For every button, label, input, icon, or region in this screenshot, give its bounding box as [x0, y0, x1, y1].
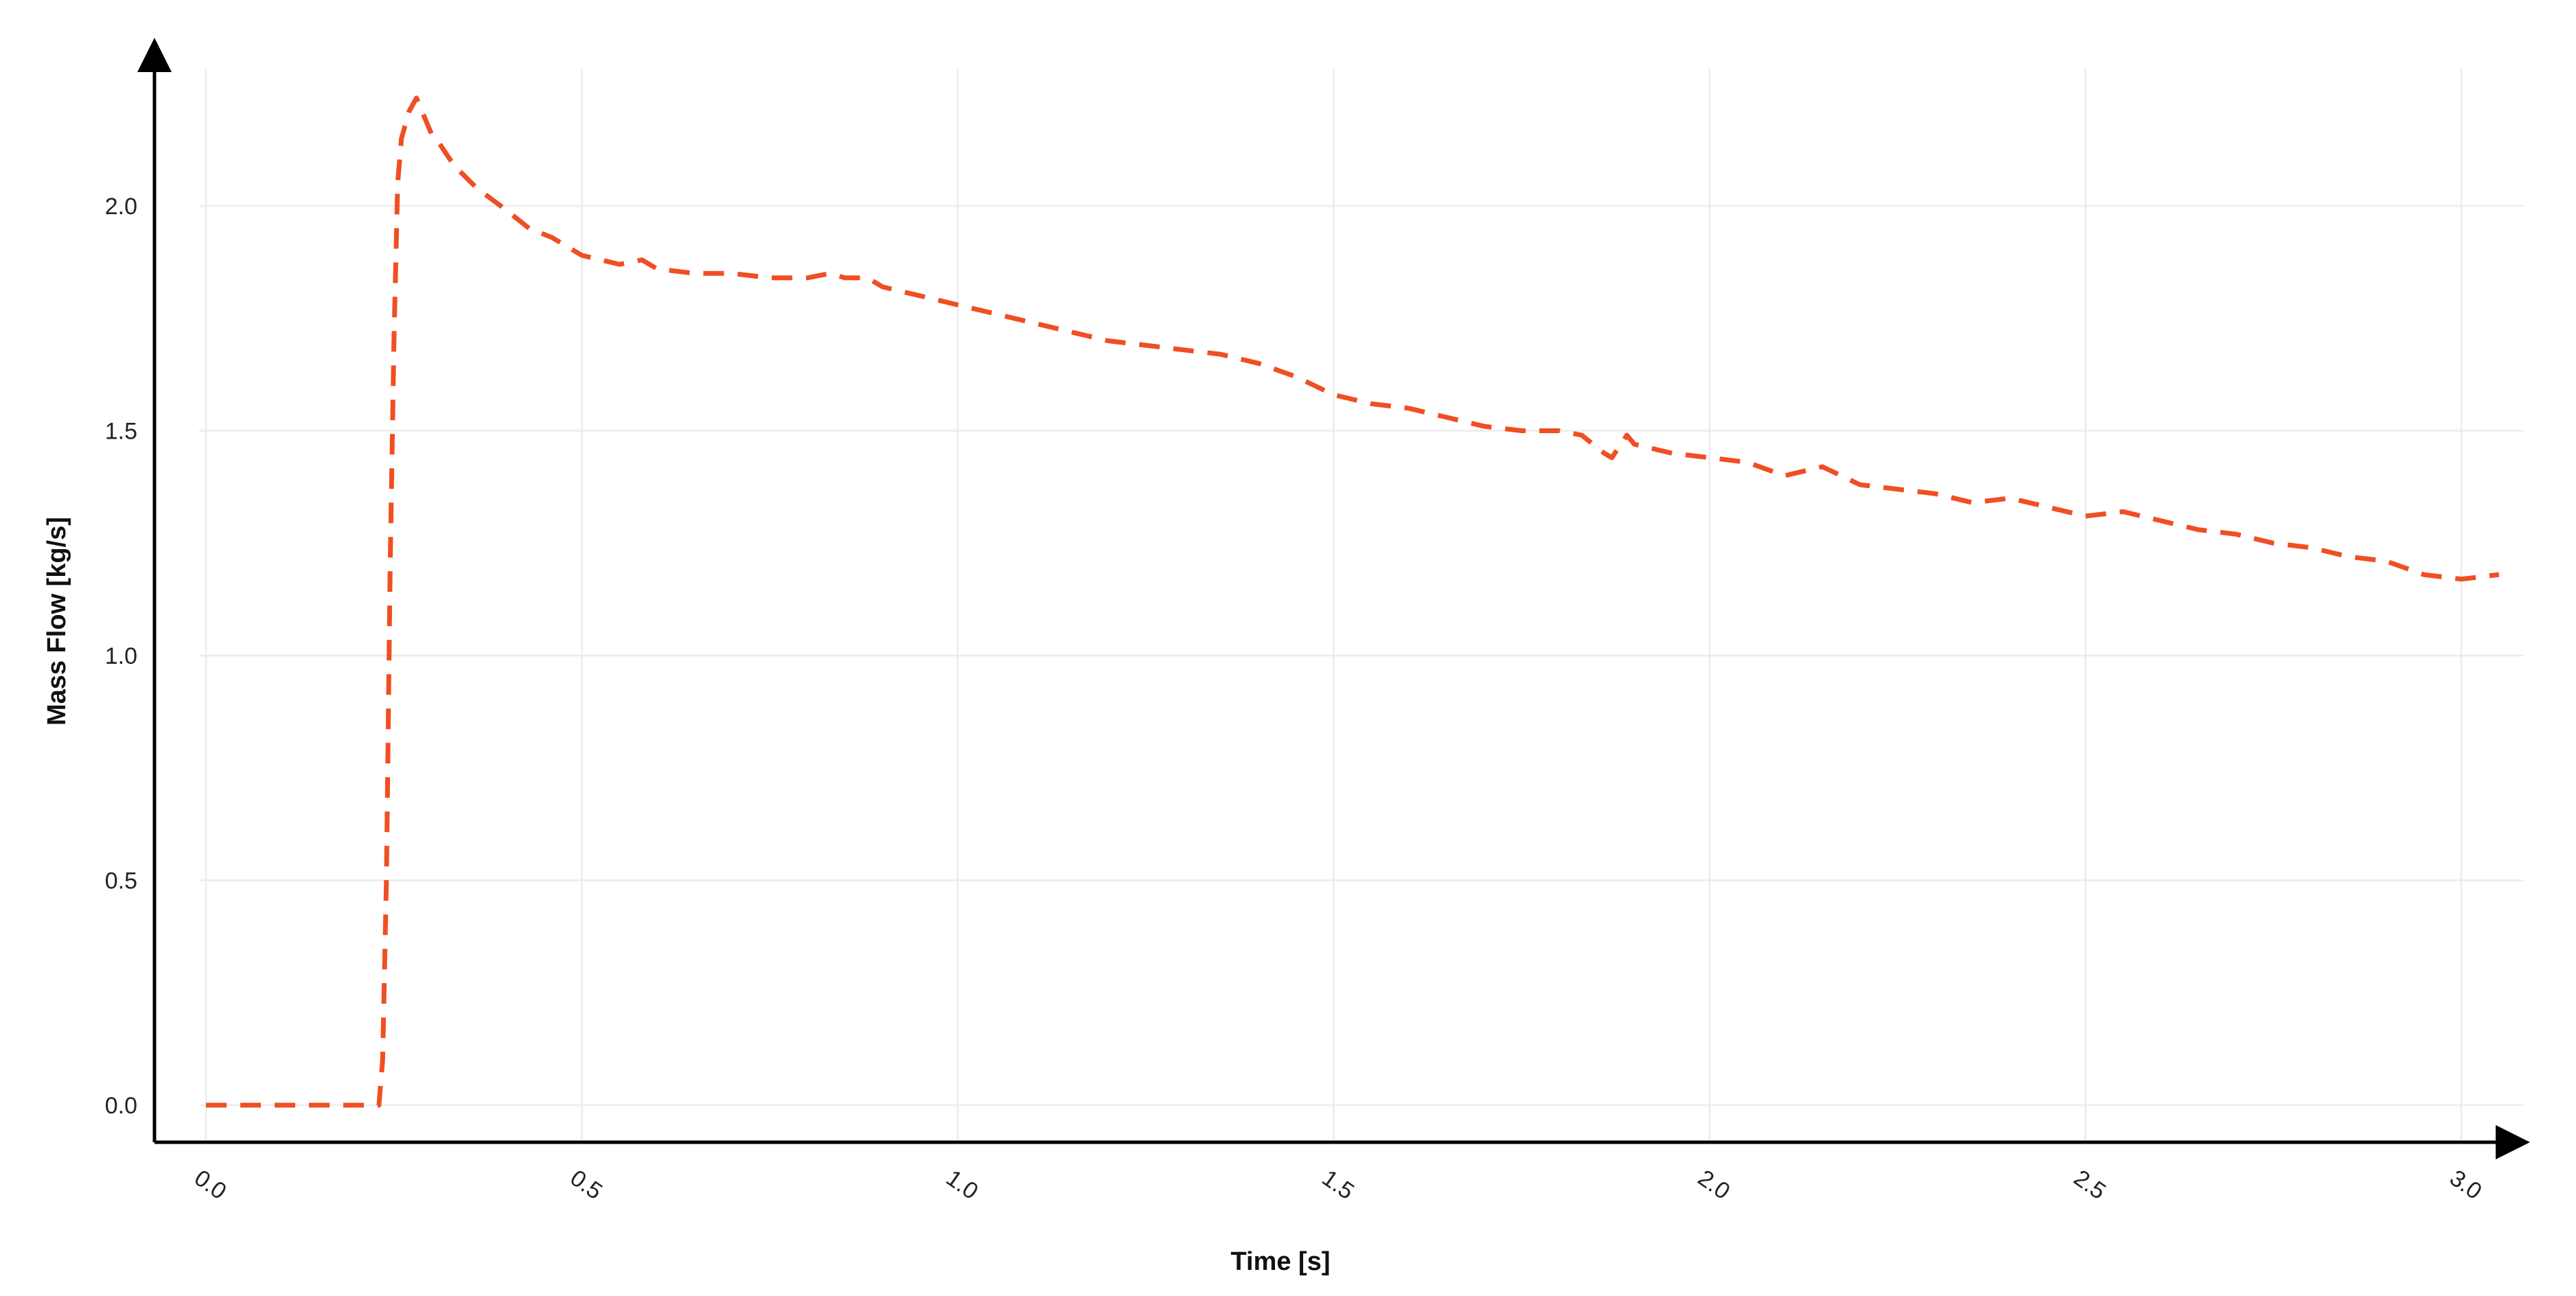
y-tick-label: 2.0	[105, 194, 137, 220]
x-tick-label: 2.0	[1693, 1165, 1735, 1205]
series-layer	[206, 95, 2500, 1108]
x-tick-label: 2.5	[2069, 1165, 2111, 1205]
x-tick-label: 3.0	[2445, 1165, 2487, 1205]
x-axis-ticks: 0.0 0.5 1.0 1.5 2.0 2.5 3.0	[189, 1165, 2487, 1205]
y-tick-label: 1.5	[105, 419, 137, 445]
grid	[199, 69, 2523, 1139]
x-tick-label: 1.5	[1318, 1165, 1359, 1205]
x-tick-label: 0.5	[566, 1165, 608, 1205]
y-tick-label: 0.0	[105, 1093, 137, 1119]
y-tick-label: 1.0	[105, 643, 137, 669]
x-tick-label: 0.0	[189, 1165, 231, 1205]
series-line	[206, 95, 2500, 1108]
x-axis-title: Time [s]	[1230, 1247, 1330, 1276]
y-axis-title: Mass Flow [kg/s]	[43, 517, 71, 726]
y-axis-ticks: 0.0 0.5 1.0 1.5 2.0	[105, 194, 137, 1119]
axes	[137, 38, 2530, 1159]
x-tick-label: 1.0	[941, 1165, 983, 1205]
y-tick-label: 0.5	[105, 868, 137, 894]
